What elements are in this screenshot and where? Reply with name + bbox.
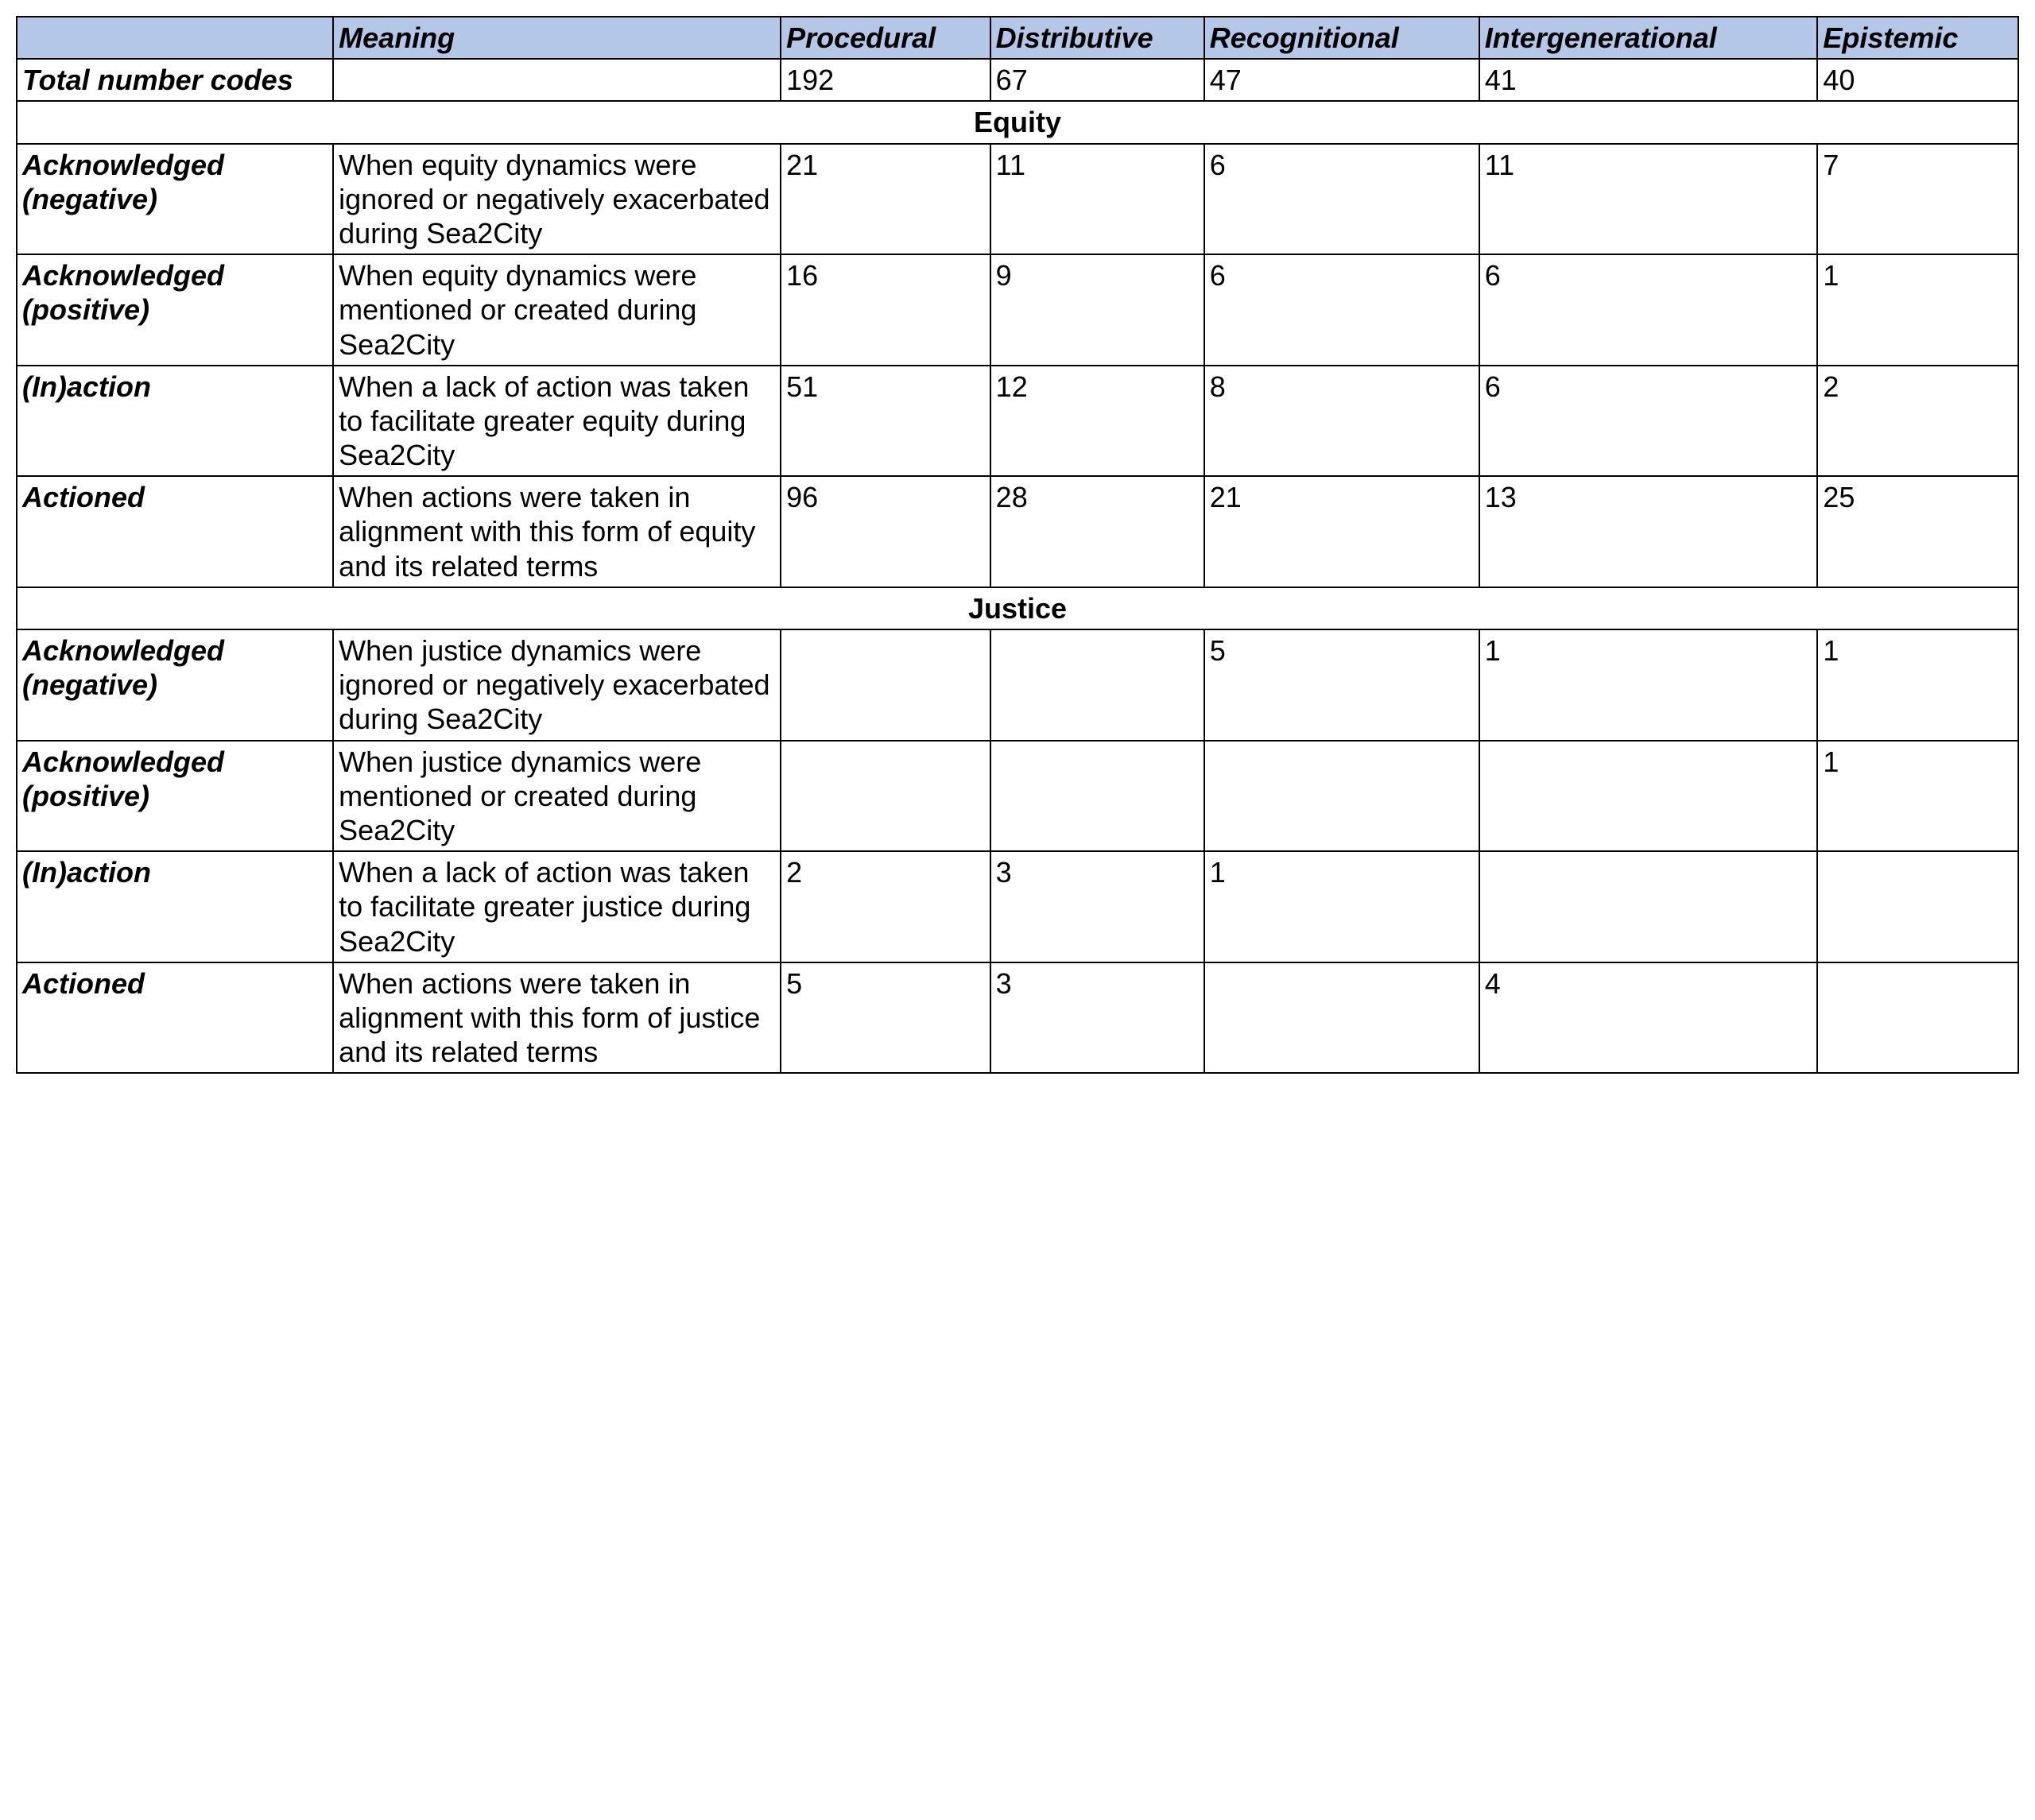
equity-row-2-epistemic: 2 [1817,366,2018,477]
header-meaning: Meaning [333,17,781,59]
justice-row-3-distributive: 3 [990,962,1204,1074]
justice-row-1-recognitional [1204,741,1479,852]
equity-row-3-meaning: When actions were taken in alignment wit… [333,476,781,587]
equity-row-2-meaning: When a lack of action was taken to facil… [333,366,781,477]
justice-row-3-recognitional [1204,962,1479,1074]
justice-row-1-meaning: When justice dynamics were mentioned or … [333,741,781,852]
justice-row-0-intergenerational: 1 [1479,629,1818,741]
justice-row-3-procedural: 5 [781,962,990,1074]
equity-row-3-intergenerational: 13 [1479,476,1818,587]
equity-row-0: Acknowledged (negative) When equity dyna… [17,144,2018,255]
equity-row-0-distributive: 11 [990,144,1204,255]
justice-row-3: Actioned When actions were taken in alig… [17,962,2018,1074]
equity-row-1-recognitional: 6 [1204,254,1479,366]
equity-row-3-recognitional: 21 [1204,476,1479,587]
totals-recognitional: 47 [1204,59,1479,101]
section-equity-title: Equity [17,101,2018,143]
codes-table: Meaning Procedural Distributive Recognit… [16,16,2019,1074]
justice-row-3-meaning: When actions were taken in alignment wit… [333,962,781,1074]
header-intergenerational: Intergenerational [1479,17,1818,59]
equity-row-2-intergenerational: 6 [1479,366,1818,477]
totals-epistemic: 40 [1817,59,2018,101]
equity-row-2-distributive: 12 [990,366,1204,477]
justice-row-1-intergenerational [1479,741,1818,852]
justice-row-2-meaning: When a lack of action was taken to facil… [333,851,781,962]
justice-row-0-procedural [781,629,990,741]
equity-row-1-meaning: When equity dynamics were mentioned or c… [333,254,781,366]
totals-row: Total number codes 192 67 47 41 40 [17,59,2018,101]
justice-row-1-distributive [990,741,1204,852]
header-distributive: Distributive [990,17,1204,59]
equity-row-3-epistemic: 25 [1817,476,2018,587]
header-recognitional: Recognitional [1204,17,1479,59]
equity-row-3-procedural: 96 [781,476,990,587]
equity-row-1: Acknowledged (positive) When equity dyna… [17,254,2018,366]
section-justice-title: Justice [17,587,2018,629]
equity-row-3-distributive: 28 [990,476,1204,587]
justice-row-2-recognitional: 1 [1204,851,1479,962]
header-row: Meaning Procedural Distributive Recognit… [17,17,2018,59]
equity-row-2-label: (In)action [17,366,333,477]
justice-row-1-procedural [781,741,990,852]
justice-row-0: Acknowledged (negative) When justice dyn… [17,629,2018,741]
equity-row-1-procedural: 16 [781,254,990,366]
justice-row-3-intergenerational: 4 [1479,962,1818,1074]
totals-meaning [333,59,781,101]
totals-intergenerational: 41 [1479,59,1818,101]
justice-row-2-label: (In)action [17,851,333,962]
justice-row-0-epistemic: 1 [1817,629,2018,741]
justice-row-0-meaning: When justice dynamics were ignored or ne… [333,629,781,741]
equity-row-1-epistemic: 1 [1817,254,2018,366]
equity-row-0-recognitional: 6 [1204,144,1479,255]
equity-row-0-label: Acknowledged (negative) [17,144,333,255]
header-epistemic: Epistemic [1817,17,2018,59]
header-blank [17,17,333,59]
equity-row-0-intergenerational: 11 [1479,144,1818,255]
justice-row-2-intergenerational [1479,851,1818,962]
totals-distributive: 67 [990,59,1204,101]
equity-row-1-intergenerational: 6 [1479,254,1818,366]
justice-row-2-procedural: 2 [781,851,990,962]
totals-procedural: 192 [781,59,990,101]
justice-row-0-label: Acknowledged (negative) [17,629,333,741]
equity-row-3: Actioned When actions were taken in alig… [17,476,2018,587]
justice-row-0-distributive [990,629,1204,741]
equity-row-2-procedural: 51 [781,366,990,477]
justice-row-2-epistemic [1817,851,2018,962]
equity-row-0-meaning: When equity dynamics were ignored or neg… [333,144,781,255]
justice-row-1-epistemic: 1 [1817,741,2018,852]
section-justice-header-row: Justice [17,587,2018,629]
equity-row-2-recognitional: 8 [1204,366,1479,477]
justice-row-3-label: Actioned [17,962,333,1074]
justice-row-2-distributive: 3 [990,851,1204,962]
equity-row-2: (In)action When a lack of action was tak… [17,366,2018,477]
header-procedural: Procedural [781,17,990,59]
justice-row-1-label: Acknowledged (positive) [17,741,333,852]
totals-label: Total number codes [17,59,333,101]
justice-row-0-recognitional: 5 [1204,629,1479,741]
justice-row-2: (In)action When a lack of action was tak… [17,851,2018,962]
equity-row-0-procedural: 21 [781,144,990,255]
equity-row-1-label: Acknowledged (positive) [17,254,333,366]
justice-row-3-epistemic [1817,962,2018,1074]
equity-row-3-label: Actioned [17,476,333,587]
equity-row-1-distributive: 9 [990,254,1204,366]
equity-row-0-epistemic: 7 [1817,144,2018,255]
justice-row-1: Acknowledged (positive) When justice dyn… [17,741,2018,852]
section-equity-header-row: Equity [17,101,2018,143]
